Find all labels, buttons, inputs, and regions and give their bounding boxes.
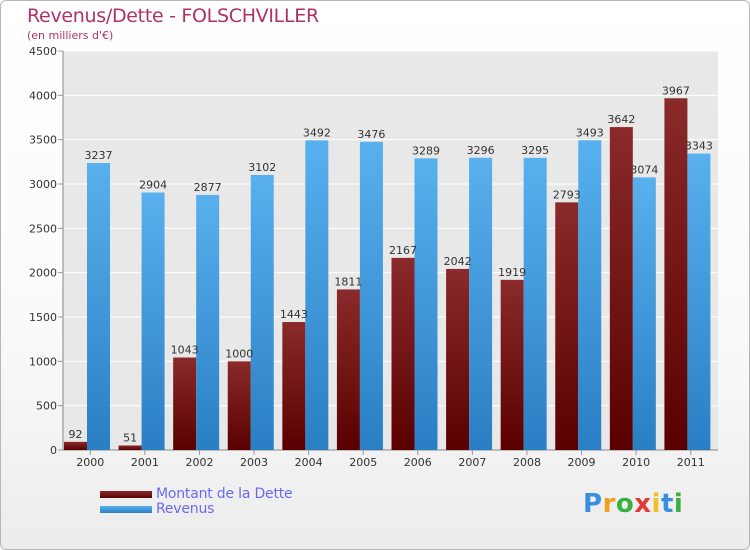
- data-label: 3642: [607, 113, 635, 126]
- bar-revenus: [305, 140, 329, 450]
- data-label: 1811: [334, 275, 362, 288]
- proxiti-logo: Proxiti: [583, 489, 683, 519]
- x-tick-label: 2007: [458, 456, 486, 469]
- bar-revenus: [414, 158, 438, 450]
- bar-dette: [173, 357, 197, 450]
- bar-dette: [282, 322, 306, 450]
- bar-dette: [227, 361, 251, 450]
- y-tick-label: 3500: [29, 134, 57, 147]
- data-label: 3289: [412, 144, 440, 157]
- bar-dette: [391, 257, 415, 450]
- data-label: 51: [123, 431, 137, 444]
- bar-dette: [500, 279, 524, 450]
- x-tick-label: 2011: [677, 456, 705, 469]
- y-tick-label: 3000: [29, 178, 57, 191]
- logo-letter: t: [660, 489, 674, 519]
- bar-revenus: [141, 192, 165, 450]
- x-tick-label: 2004: [295, 456, 323, 469]
- legend-swatch-revenus: [100, 505, 152, 513]
- data-label: 3493: [576, 126, 604, 139]
- logo-letter: i: [651, 489, 661, 519]
- bar-dette: [118, 445, 142, 450]
- y-tick-label: 2000: [29, 267, 57, 280]
- chart-subtitle: (en milliers d'€): [27, 29, 114, 42]
- bar-dette: [555, 202, 579, 450]
- x-tick-label: 2006: [404, 456, 432, 469]
- logo-letter: i: [673, 489, 684, 519]
- data-label: 2793: [553, 188, 581, 201]
- data-label: 1919: [498, 266, 526, 279]
- x-tick-label: 2001: [131, 456, 159, 469]
- bar-revenus: [359, 141, 383, 450]
- bar-revenus: [469, 157, 493, 450]
- bar-dette: [64, 441, 87, 450]
- y-tick-label: 0: [50, 444, 57, 457]
- bar-revenus: [250, 174, 274, 450]
- bar-revenus: [632, 177, 656, 450]
- data-label: 3296: [467, 144, 495, 157]
- data-label: 2877: [194, 181, 222, 194]
- bar-dette: [609, 127, 633, 451]
- data-label: 1000: [225, 347, 253, 360]
- legend-swatch-dette: [100, 490, 152, 498]
- legend-item-revenus: Revenus: [100, 501, 214, 517]
- data-label: 3492: [303, 126, 331, 139]
- legend-label-revenus: Revenus: [156, 501, 215, 517]
- y-tick-label: 2500: [29, 222, 57, 235]
- plot-area: [63, 51, 718, 450]
- data-label: 2904: [139, 179, 167, 192]
- bar-revenus: [523, 157, 547, 451]
- chart-title: Revenus/Dette - FOLSCHVILLER: [27, 5, 319, 27]
- legend-item-dette: Montant de la Dette: [100, 486, 293, 502]
- y-tick-label: 4500: [29, 45, 57, 58]
- bar-revenus: [578, 140, 602, 450]
- logo-letter: x: [634, 489, 652, 519]
- bar-revenus: [196, 194, 220, 450]
- bar-revenus: [687, 153, 711, 450]
- data-label: 1443: [280, 308, 308, 321]
- data-label: 3967: [662, 84, 690, 97]
- data-label: 3476: [357, 128, 385, 141]
- y-tick-label: 500: [36, 400, 57, 413]
- data-label: 3102: [248, 161, 276, 174]
- bar-revenus: [87, 162, 110, 450]
- data-label: 92: [69, 428, 83, 441]
- x-tick-label: 2000: [76, 456, 104, 469]
- bar-dette: [446, 268, 470, 450]
- data-label: 3295: [521, 144, 549, 157]
- x-tick-label: 2008: [513, 456, 541, 469]
- x-tick-label: 2005: [349, 456, 377, 469]
- x-tick-label: 2009: [568, 456, 596, 469]
- data-label: 3237: [85, 149, 113, 162]
- data-label: 2042: [444, 255, 472, 268]
- y-tick-label: 1000: [29, 355, 57, 368]
- logo-letter: r: [602, 489, 616, 519]
- bar-dette: [664, 98, 688, 450]
- bar-dette: [336, 289, 360, 450]
- logo-letter: P: [583, 489, 603, 519]
- data-label: 3074: [630, 163, 658, 176]
- data-label: 1043: [171, 344, 199, 357]
- x-tick-label: 2003: [240, 456, 268, 469]
- x-tick-label: 2010: [622, 456, 650, 469]
- y-tick-label: 1500: [29, 311, 57, 324]
- legend-label-dette: Montant de la Dette: [156, 486, 293, 502]
- y-tick-label: 4000: [29, 89, 57, 102]
- x-tick-label: 2002: [185, 456, 213, 469]
- data-label: 3343: [685, 140, 713, 153]
- data-label: 2167: [389, 244, 417, 257]
- logo-letter: o: [615, 489, 635, 519]
